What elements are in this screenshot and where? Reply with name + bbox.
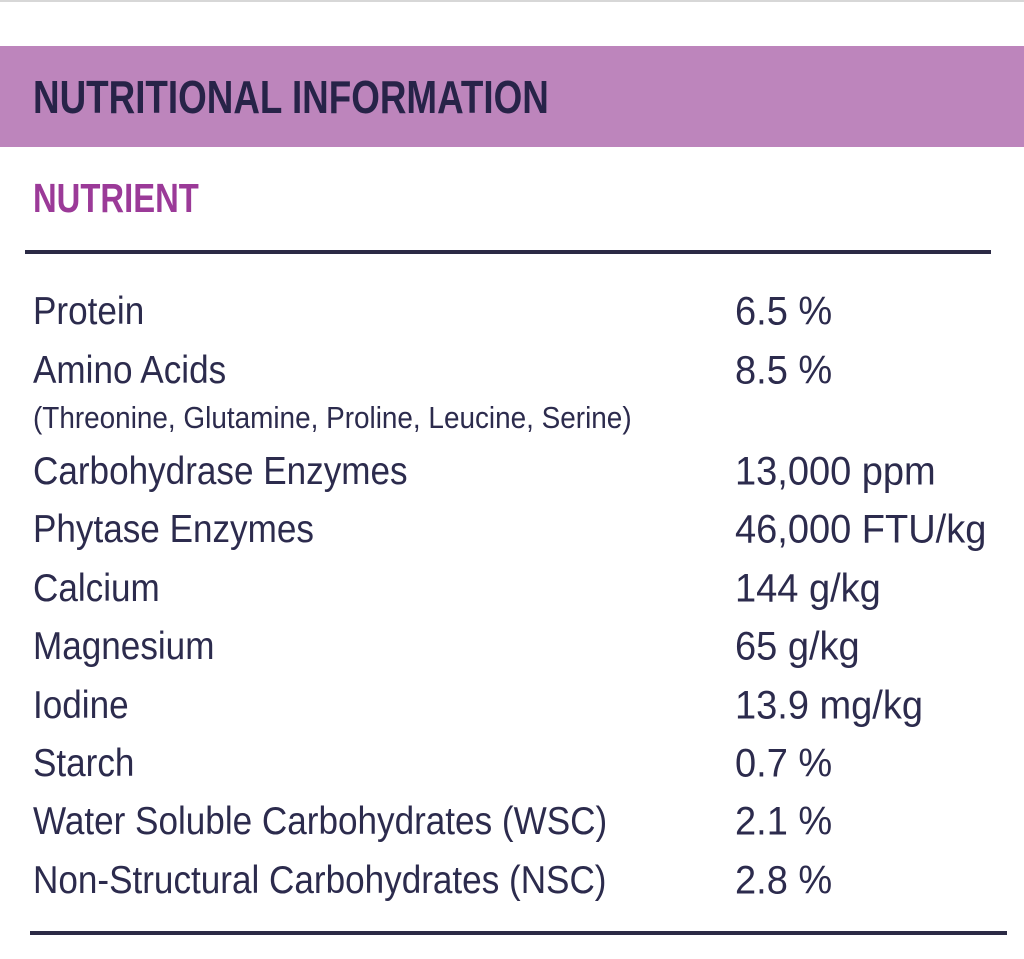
table-row: Phytase Enzymes 46,000 FTU/kg: [33, 501, 1008, 559]
table-row: Calcium 144 g/kg: [33, 560, 1008, 618]
table-row: Amino Acids 8.5 %: [33, 341, 1008, 399]
nutrient-label: Calcium: [33, 566, 160, 610]
nutrient-label: Water Soluble Carbohydrates (WSC): [33, 800, 608, 844]
nutrient-label: Protein: [33, 290, 145, 334]
nutrient-label: Iodine: [33, 683, 129, 727]
table-row: Carbohydrase Enzymes 13,000 ppm: [33, 443, 1008, 501]
table-row: Non-Structural Carbohydrates (NSC) 2.8 %: [33, 852, 1008, 910]
table-row: Iodine 13.9 mg/kg: [33, 676, 1008, 734]
table-bottom-rule: [30, 931, 1007, 935]
nutrient-value: 8.5 %: [735, 348, 833, 393]
nutrient-table: Protein 6.5 % Amino Acids 8.5 % (Threonine, …: [33, 283, 1008, 910]
table-row: Starch 0.7 %: [33, 735, 1008, 793]
nutrient-value: 2.8 %: [735, 858, 833, 903]
nutrient-value: 2.1 %: [735, 799, 833, 844]
nutrient-label: Carbohydrase Enzymes: [33, 449, 408, 493]
nutrient-table-rows: Protein 6.5 % Amino Acids 8.5 % (Threonine, …: [33, 283, 1008, 910]
table-row: Protein 6.5 %: [33, 283, 1008, 341]
table-top-rule: [25, 250, 991, 254]
nutrient-value: 65 g/kg: [735, 624, 860, 669]
nutrient-value: 6.5 %: [735, 289, 833, 334]
nutrient-label: Non-Structural Carbohydrates (NSC): [33, 858, 607, 902]
nutrient-label: Magnesium: [33, 625, 215, 669]
nutrient-value: 13.9 mg/kg: [735, 683, 923, 728]
nutrient-sublabel: (Threonine, Glutamine, Proline, Leucine,…: [33, 399, 632, 435]
table-row: Magnesium 65 g/kg: [33, 618, 1008, 676]
nutrient-value: 144 g/kg: [735, 566, 881, 611]
table-subrow: (Threonine, Glutamine, Proline, Leucine,…: [33, 400, 1008, 443]
nutrient-label: Phytase Enzymes: [33, 508, 314, 552]
top-border-line: [0, 0, 1024, 2]
page-title: NUTRITIONAL INFORMATION: [33, 71, 549, 123]
section-heading-nutrient: NUTRIENT: [33, 175, 199, 221]
nutrient-label: Amino Acids: [33, 348, 227, 392]
table-row: Water Soluble Carbohydrates (WSC) 2.1 %: [33, 793, 1008, 851]
nutrient-value: 13,000 ppm: [735, 449, 936, 494]
nutrient-value: 46,000 FTU/kg: [735, 507, 987, 552]
nutrient-value: 0.7 %: [735, 741, 833, 786]
nutrient-label: Starch: [33, 741, 135, 785]
header-band: NUTRITIONAL INFORMATION: [0, 46, 1024, 147]
